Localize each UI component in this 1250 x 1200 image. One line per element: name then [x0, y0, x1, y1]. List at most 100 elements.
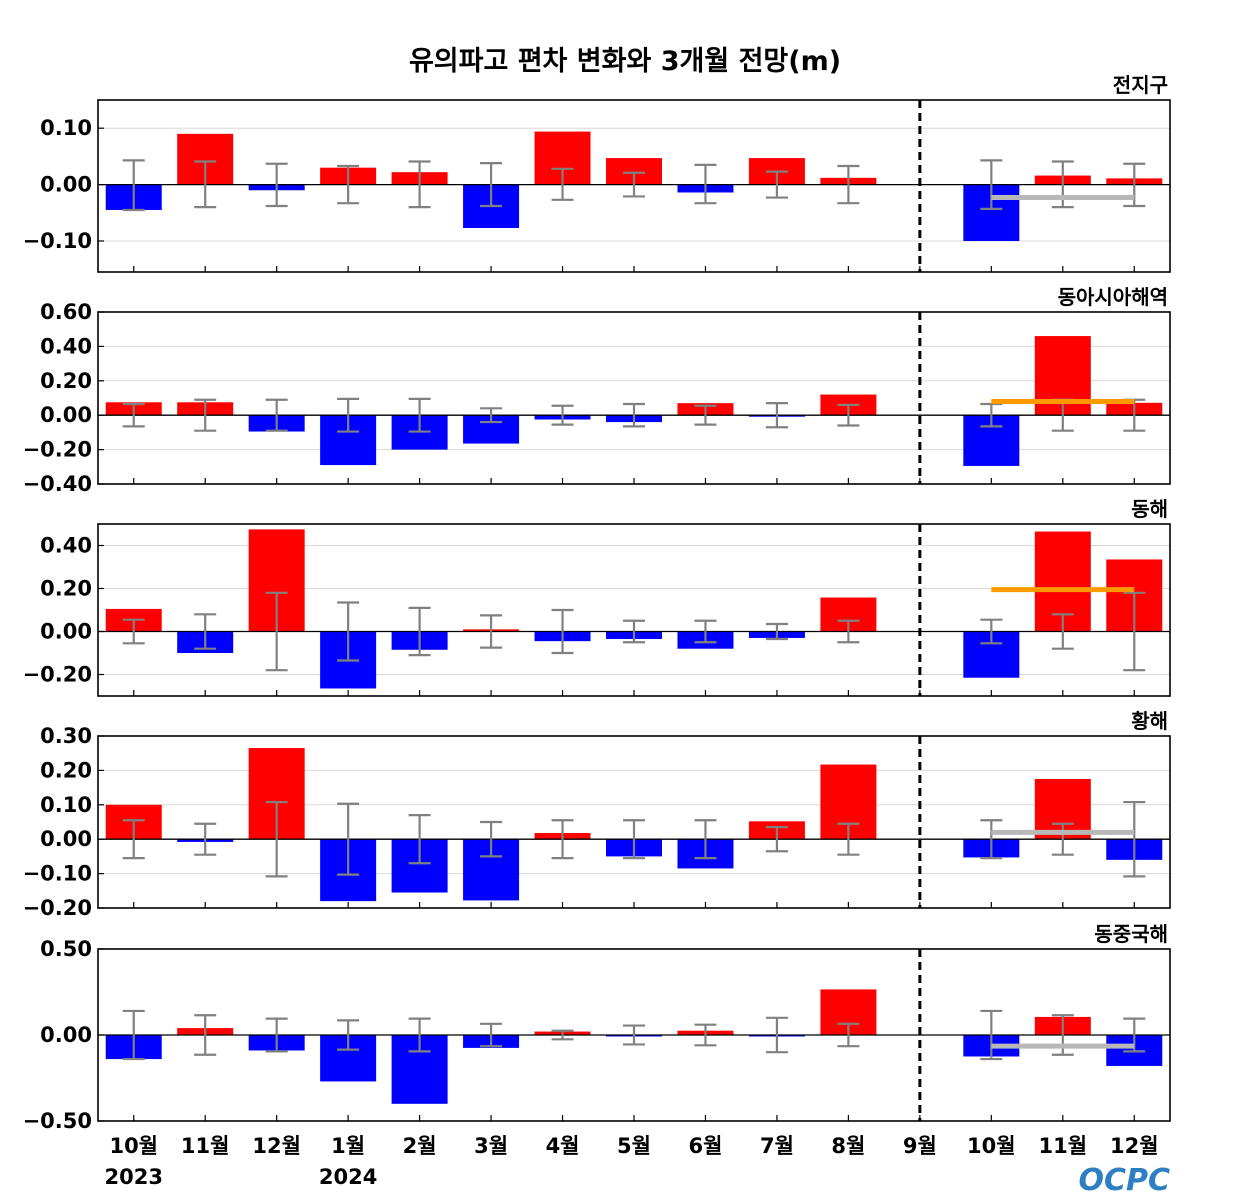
error-bar: [980, 159, 1003, 210]
y-tick-label: 0.00: [40, 827, 92, 851]
error-bar: [837, 164, 860, 205]
y-tick-label: 0.20: [40, 577, 92, 601]
panel-frame: [97, 523, 1171, 697]
error-bar: [1123, 800, 1146, 878]
error-bar: [480, 162, 503, 208]
year-label: 2023: [105, 1165, 163, 1189]
error-bar: [623, 819, 645, 860]
error-bar: [765, 170, 788, 199]
error-bar: [480, 1022, 503, 1048]
error-bar: [837, 403, 860, 427]
panel-title: 전지구: [1113, 73, 1168, 97]
x-tick-label: 3월: [474, 1134, 508, 1158]
panel-frame: [97, 735, 1171, 909]
x-tick-label: 11월: [181, 1134, 230, 1158]
panel-title: 황해: [1131, 709, 1168, 733]
error-bar: [194, 160, 217, 209]
panel-title: 동중국해: [1094, 922, 1168, 946]
x-tick-label: 5월: [617, 1134, 651, 1158]
error-bar: [1051, 613, 1074, 650]
error-bar: [837, 1022, 860, 1048]
error-bar: [408, 397, 431, 433]
error-bar: [265, 398, 288, 432]
chart-panels: 전지구 0.10 0.00 −0.10 동아시아해역 0.60 0.40 0.20 0.00 −0…: [23, 73, 1171, 1133]
error-bar: [837, 619, 860, 644]
y-tick-label: 0.00: [40, 620, 92, 644]
error-bar: [122, 159, 145, 212]
x-tick-label: 11월: [1039, 1134, 1088, 1158]
x-axis: 10월 11월 12월 1월 2월 3월 4월 5월 6월 7월 8월 9월 10월 11월 12월 2023…: [105, 1134, 1159, 1189]
x-tick-label: 9월: [903, 1134, 937, 1158]
x-tick-label: 12월: [1110, 1134, 1159, 1158]
error-bar: [194, 398, 217, 432]
panel-2: 동해 0.40 0.20 0.00 −0.20: [23, 497, 1171, 697]
y-tick-label: 0.50: [40, 937, 92, 961]
y-tick-label: −0.40: [23, 472, 92, 496]
error-bar: [194, 822, 217, 856]
y-tick-label: 0.40: [40, 534, 92, 558]
error-bar: [265, 591, 288, 672]
y-tick-label: −0.20: [23, 663, 92, 687]
error-bar: [694, 819, 717, 860]
y-tick-label: 0.40: [40, 334, 92, 358]
error-bar: [480, 614, 503, 649]
error-bar: [765, 402, 788, 429]
error-bar: [623, 402, 645, 428]
panel-title: 동해: [1131, 497, 1168, 521]
error-bar: [122, 819, 145, 860]
error-bar: [194, 613, 217, 650]
chart-title: 유의파고 편차 변화와 3개월 전망(m): [409, 46, 841, 77]
panel-4: 동중국해 0.50 0.00 −0.50: [23, 922, 1171, 1133]
error-bar: [480, 407, 503, 424]
error-bar: [1123, 591, 1146, 672]
error-bar: [337, 601, 360, 662]
panel-1: 동아시아해역 0.60 0.40 0.20 0.00 −0.20 −0.40: [23, 285, 1171, 496]
error-bar: [122, 402, 145, 428]
error-bar: [265, 1017, 288, 1053]
y-tick-label: 0.20: [40, 369, 92, 393]
ocpc-logo: OCPC: [1078, 1163, 1170, 1198]
error-bar: [337, 164, 360, 205]
error-bar: [551, 167, 574, 201]
x-tick-label: 8월: [831, 1134, 865, 1158]
y-tick-label: 0.30: [40, 724, 92, 748]
error-bar: [980, 819, 1003, 860]
y-tick-label: 0.60: [40, 300, 92, 324]
error-bar: [623, 1024, 645, 1046]
panel-title: 동아시아해역: [1058, 285, 1168, 309]
y-tick-label: 0.00: [40, 173, 92, 197]
error-bar: [265, 800, 288, 878]
error-bar: [694, 163, 717, 205]
error-bar: [408, 1017, 431, 1053]
error-bar: [1051, 822, 1074, 856]
x-tick-label: 12월: [252, 1134, 301, 1158]
error-bar: [765, 1016, 788, 1054]
error-bar: [980, 618, 1003, 645]
error-bar: [122, 1009, 145, 1061]
error-bar: [551, 404, 574, 426]
x-tick-label: 10월: [967, 1134, 1016, 1158]
error-bar: [765, 622, 788, 641]
panel-frame: [97, 99, 1171, 273]
x-tick-label: 10월: [109, 1134, 158, 1158]
error-bar: [694, 619, 717, 644]
error-bar: [337, 1019, 360, 1051]
panel-frame: [97, 311, 1171, 485]
y-tick-label: 0.00: [40, 1023, 92, 1047]
error-bar: [122, 618, 145, 645]
error-bar: [265, 162, 288, 208]
y-tick-label: −0.50: [23, 1109, 92, 1133]
error-bar: [408, 814, 431, 865]
x-tick-label: 6월: [688, 1134, 722, 1158]
y-tick-label: −0.10: [23, 229, 92, 253]
y-tick-label: −0.10: [23, 862, 92, 886]
error-bar: [980, 1009, 1003, 1061]
error-bar: [551, 819, 574, 860]
error-bar: [765, 826, 788, 853]
error-bar: [480, 820, 503, 858]
error-bar: [337, 397, 360, 433]
error-bar: [623, 619, 645, 644]
panel-3: 황해 0.30 0.20 0.10 0.00 −0.10 −0.20: [23, 709, 1171, 920]
error-bar: [408, 160, 431, 209]
